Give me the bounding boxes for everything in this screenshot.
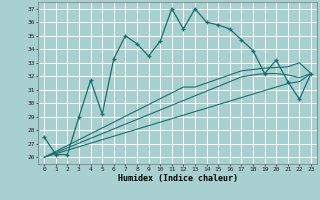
X-axis label: Humidex (Indice chaleur): Humidex (Indice chaleur)	[118, 174, 238, 183]
